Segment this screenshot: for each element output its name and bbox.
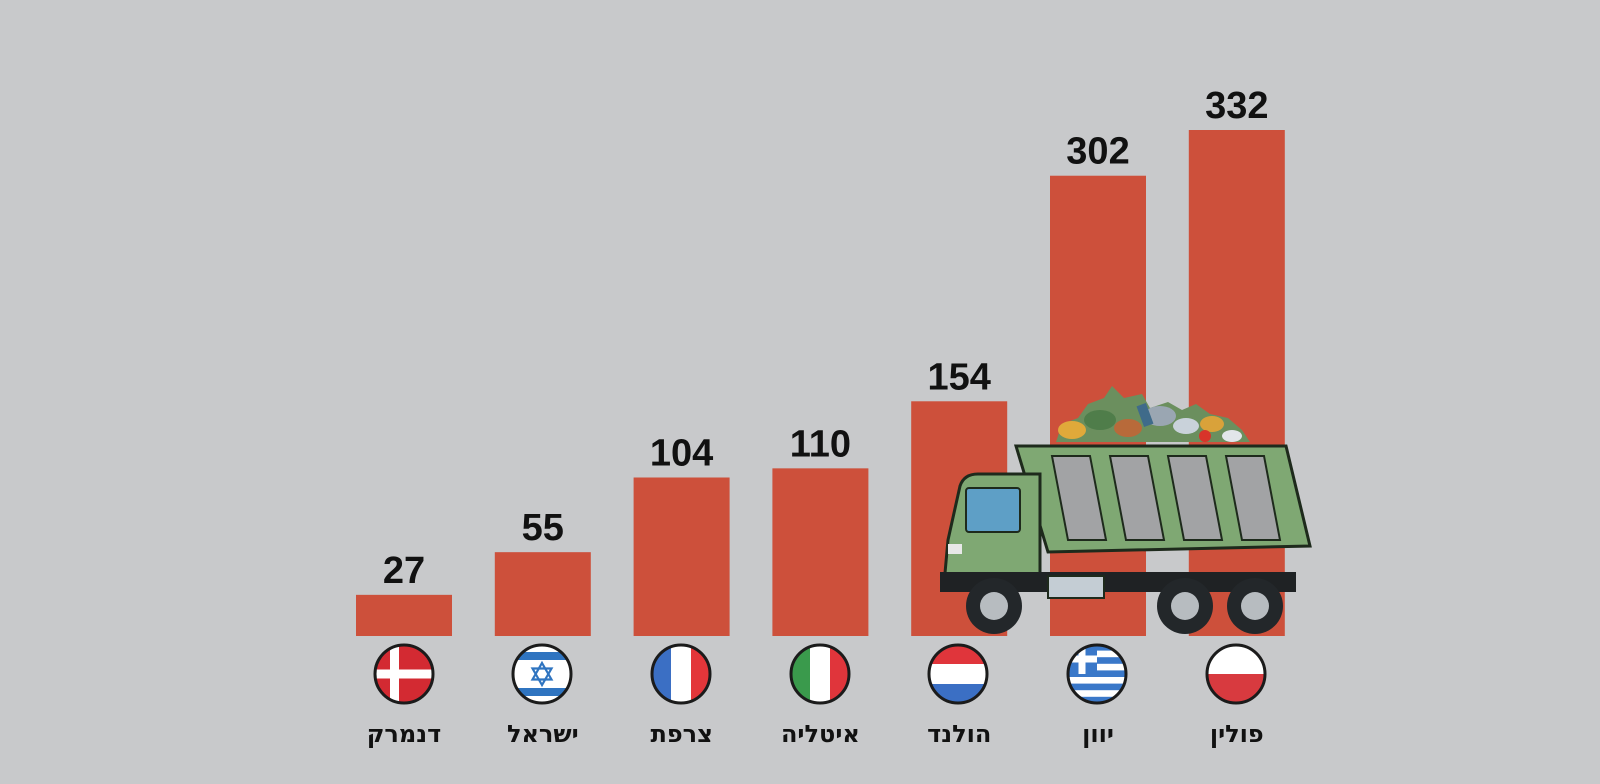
value-label-0: 27	[383, 550, 425, 592]
bar-3	[772, 468, 869, 636]
category-labels-layer: דנמרק ישראל צרפת איטליה הולנד יוון פולין	[367, 720, 1264, 748]
france-flag-icon	[650, 643, 712, 705]
value-label-3: 110	[790, 423, 851, 465]
bars-layer	[356, 130, 1285, 636]
category-label-6: פולין	[1210, 720, 1264, 748]
category-label-4: הולנד	[927, 720, 991, 748]
value-label-5: 302	[1066, 131, 1129, 173]
netherlands-flag-icon	[927, 643, 989, 705]
israel-flag-icon	[511, 643, 573, 705]
value-label-1: 55	[522, 507, 564, 549]
greece-flag-icon	[1066, 643, 1128, 705]
category-label-5: יוון	[1082, 720, 1114, 748]
bar-1	[494, 552, 591, 636]
category-label-3: איטליה	[781, 720, 860, 748]
garbage-pile-icon	[1056, 386, 1250, 442]
garbage-truck-icon	[940, 386, 1312, 634]
bar-6	[1188, 130, 1285, 636]
bar-2	[633, 477, 730, 636]
italy-flag-icon	[789, 643, 851, 705]
value-label-6: 332	[1205, 85, 1268, 127]
value-label-4: 154	[927, 356, 990, 398]
category-label-1: ישראל	[507, 720, 579, 748]
value-labels-layer: 27 55 104 110 154 302 332	[383, 85, 1269, 592]
category-label-2: צרפת	[650, 720, 712, 748]
poland-flag-icon	[1205, 643, 1267, 705]
value-label-2: 104	[650, 432, 713, 474]
flags-row	[373, 643, 1267, 705]
denmark-flag-icon	[373, 643, 435, 705]
bar-0	[356, 594, 452, 636]
category-label-0: דנמרק	[367, 720, 441, 748]
